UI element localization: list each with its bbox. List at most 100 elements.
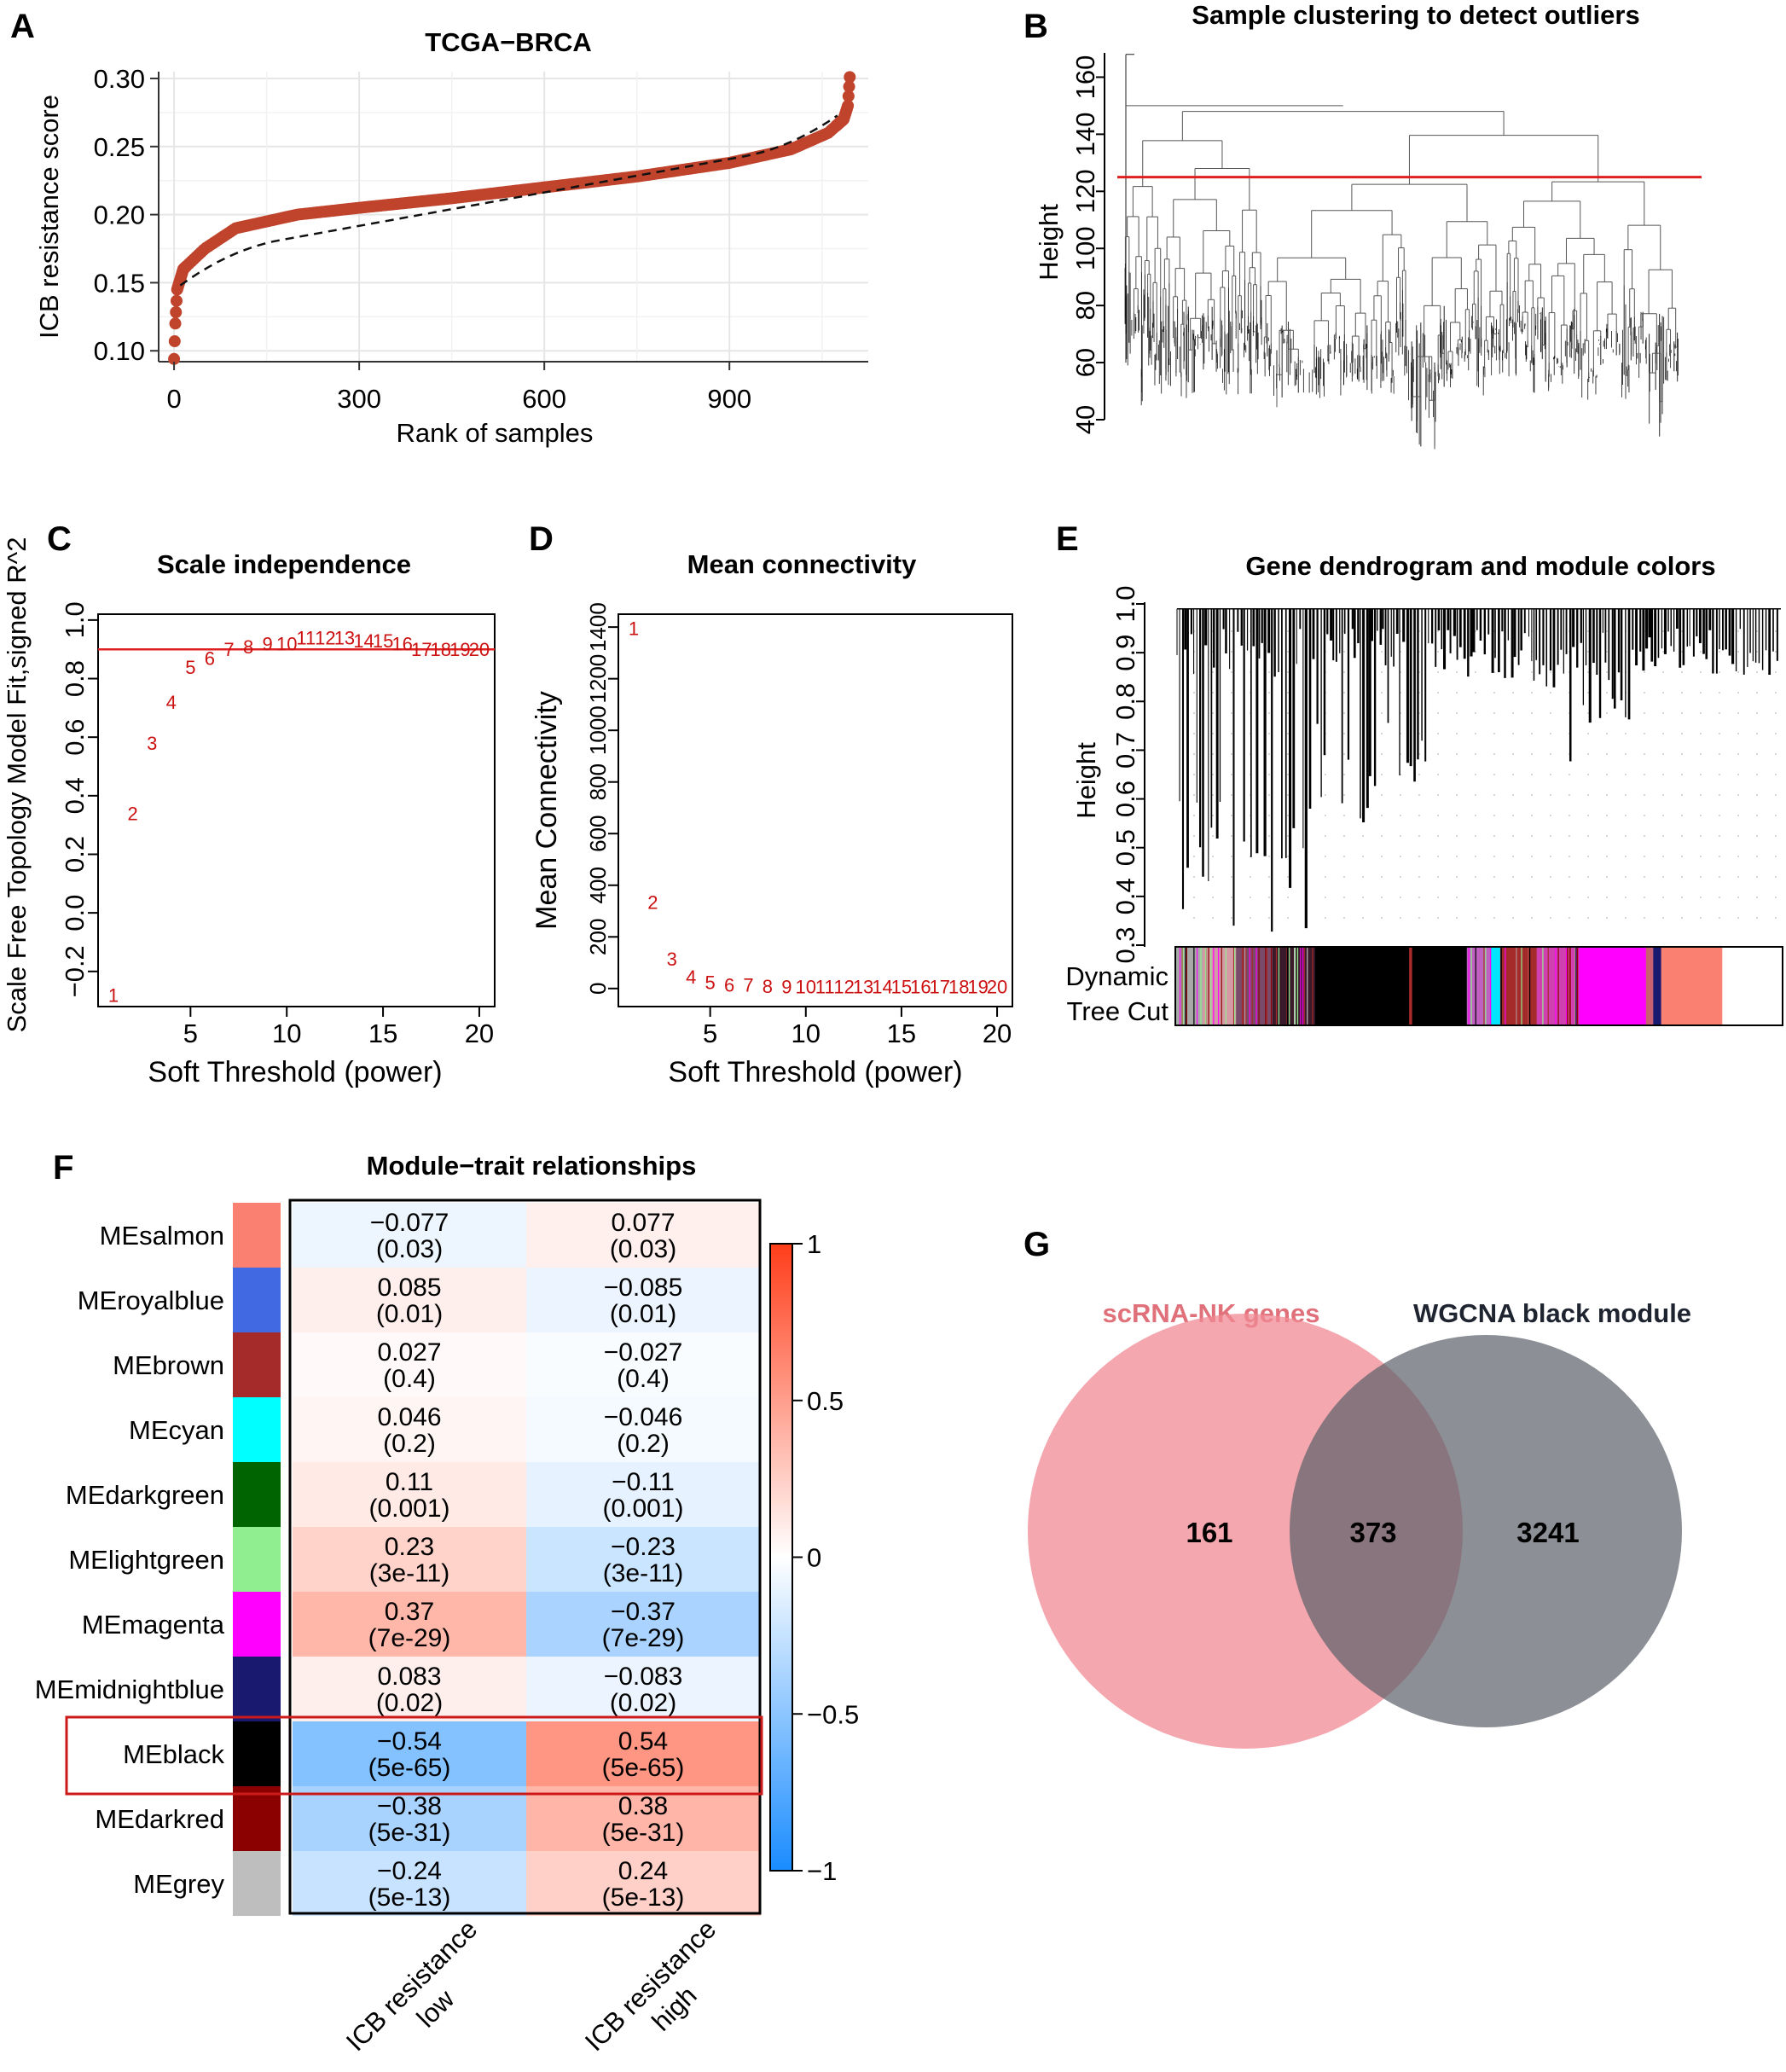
panel-e-bg-dot	[1531, 835, 1533, 837]
panel-e-module-streak	[1555, 947, 1557, 1025]
panel-e-bg-dot	[1193, 876, 1195, 878]
panel-e-bg-dot	[1587, 712, 1589, 714]
panel-e-bg-dot	[1700, 794, 1702, 796]
panel-a-xlabel: Rank of samples	[397, 418, 594, 448]
panel-e-bg-dot	[1550, 753, 1551, 755]
panel-e-bg-dot	[1587, 917, 1589, 919]
panel-e-bg-dot	[1193, 753, 1195, 755]
panel-e-bg-dot	[1587, 630, 1589, 632]
panel-e-dendrogram	[1176, 607, 1781, 932]
panel-b-dendrogram	[1124, 54, 1679, 450]
panel-e-bg-dot	[1606, 856, 1608, 857]
panel-e-bg-dot	[1587, 876, 1589, 878]
panel-e-bg-dot	[1475, 794, 1476, 796]
panel-f-cell-pvalue: (3e-11)	[369, 1559, 449, 1587]
panel-e-bg-dot	[1606, 651, 1608, 653]
panel-e-bg-dot	[1268, 835, 1270, 837]
panel-f-cell	[293, 1203, 527, 1268]
panel-f-cell	[526, 1592, 761, 1657]
panel-c-point-label: 19	[449, 639, 470, 660]
panel-e-module-streak	[1200, 947, 1202, 1025]
panel-e-bg-dot	[1456, 753, 1458, 755]
panel-e-bg-dot	[1644, 856, 1645, 857]
panel-e-module-streak	[1566, 947, 1569, 1025]
panel-e-bg-dot	[1381, 794, 1383, 796]
panel-b-y-ticks: 40 60 80 100 120 140 160	[1070, 55, 1105, 434]
panel-e-bg-dot	[1775, 835, 1777, 837]
panel-e-bg-dot	[1456, 733, 1458, 734]
panel-c-point-label: 6	[205, 647, 215, 669]
panel-e-bg-dot	[1681, 897, 1683, 898]
panel-e-module-streak	[1208, 947, 1209, 1025]
panel-e-module-segment	[1314, 947, 1410, 1025]
panel-c-point-label: 16	[391, 633, 412, 654]
panel-e-bg-dot	[1268, 794, 1270, 796]
panel-e-bg-dot	[1681, 774, 1683, 775]
panel-e-module-streak	[1271, 947, 1273, 1025]
panel-e-module-streak	[1234, 947, 1236, 1025]
panel-e-bg-dot	[1587, 692, 1589, 694]
panel-e-bg-dot	[1512, 876, 1514, 878]
panel-e-bg-dot	[1625, 794, 1627, 796]
panel-e-bg-dot	[1719, 774, 1720, 775]
panel-e-bg-dot	[1662, 917, 1664, 919]
panel-e-bg-dot	[1644, 815, 1645, 816]
panel-e-bg-dot	[1287, 815, 1289, 816]
panel-e-bg-dot	[1418, 835, 1420, 837]
panel-c-xtick-label: 20	[465, 1019, 494, 1048]
panel-d-point-label: 1	[629, 618, 639, 640]
panel-a-point	[843, 80, 855, 93]
panel-e-bg-dot	[1343, 856, 1345, 857]
panel-e-bg-dot	[1644, 876, 1645, 878]
panel-e-bg-dot	[1681, 876, 1683, 878]
panel-e-bg-dot	[1362, 917, 1364, 919]
panel-e-bg-dot	[1737, 774, 1739, 775]
panel-e-bg-dot	[1719, 815, 1720, 816]
panel-e-module-streak	[1516, 947, 1517, 1025]
panel-e-bg-dot	[1681, 630, 1683, 632]
panel-e-bg-dot	[1475, 835, 1476, 837]
panel-e-bg-dot	[1606, 630, 1608, 632]
panel-e-bg-dot	[1719, 794, 1720, 796]
panel-e-bg-dot	[1475, 651, 1476, 653]
panel-e-bg-dot	[1231, 630, 1232, 632]
panel-e-bg-dot	[1437, 671, 1439, 673]
venn-right-title: WGCNA black module	[1413, 1298, 1691, 1328]
panel-e-bg-dot	[1625, 856, 1627, 857]
panel-e-bg-dot	[1662, 815, 1664, 816]
panel-f-module-swatch	[233, 1332, 281, 1397]
panel-a-trend-line	[179, 114, 838, 287]
panel-f-cell	[293, 1332, 527, 1397]
panel-e-bg-dot	[1587, 794, 1589, 796]
panel-e-bg-dot	[1662, 651, 1664, 653]
panel-e-bg-dot	[1775, 917, 1777, 919]
panel-c-point-label: 3	[147, 733, 157, 754]
panel-e: Gene dendrogram and module colors 0.3 0.4…	[1065, 551, 1783, 1026]
panel-f-cell-pvalue: (3e-11)	[603, 1559, 683, 1587]
panel-a-xtick-label: 0	[166, 384, 181, 414]
panel-e-bg-dot	[1400, 835, 1401, 837]
panel-e-ytick-label: 0.4	[1110, 878, 1140, 914]
panel-e-bg-dot	[1719, 712, 1720, 714]
panel-e-bg-dot	[1268, 733, 1270, 734]
panel-e-module-streak	[1245, 947, 1247, 1025]
panel-e-bg-dot	[1381, 692, 1383, 694]
panel-e-module-streak	[1483, 947, 1485, 1025]
panel-e-module-streak	[1221, 947, 1222, 1025]
panel-e-bg-dot	[1231, 712, 1232, 714]
panel-e-module-streak	[1185, 947, 1186, 1025]
panel-d-point-label: 7	[743, 974, 753, 995]
panel-e-bg-dot	[1437, 692, 1439, 694]
panel-a-xtick-label: 300	[337, 384, 381, 414]
panel-e-bg-dot	[1231, 671, 1232, 673]
panel-e-module-streak	[1302, 947, 1304, 1025]
panel-e-bg-dot	[1700, 733, 1702, 734]
panel-e-bg-dot	[1512, 835, 1514, 837]
panel-c-point-label: 8	[243, 636, 253, 658]
panel-e-ytick-label: 0.7	[1110, 732, 1140, 769]
panel-d-xtick-label: 10	[792, 1019, 821, 1048]
panel-e-bg-dot	[1756, 630, 1758, 632]
panel-e-bg-dot	[1775, 753, 1777, 755]
panel-f-cell-value: 0.083	[377, 1663, 441, 1691]
